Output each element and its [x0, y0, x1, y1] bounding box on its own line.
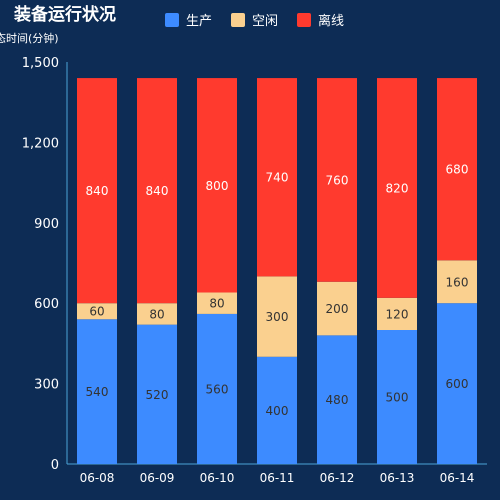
chart-title: 装备运行状况	[13, 4, 116, 25]
bar-segment	[317, 335, 357, 464]
bar-segment	[197, 313, 237, 464]
bar-segment	[377, 330, 417, 464]
bar-data-label: 800	[206, 179, 229, 193]
bar-data-label: 840	[86, 184, 109, 198]
bar-segment	[317, 78, 357, 282]
bar-segment	[137, 324, 177, 464]
bar-segment	[257, 276, 297, 357]
bars: 540 60 840 520 80 840 560 80 800 400 300 740 480 200 7…	[77, 78, 477, 464]
bar-data-label: 820	[386, 181, 409, 195]
bar-data-label: 160	[446, 275, 469, 289]
bar-segment	[137, 303, 177, 325]
y-tick-label: 600	[34, 297, 59, 312]
bar-segment	[197, 78, 237, 293]
bar-segment	[137, 78, 177, 304]
x-tick-label: 06-11	[260, 471, 295, 485]
bar-segment	[377, 297, 417, 330]
bar-data-label: 120	[386, 307, 409, 321]
x-tick-label: 06-14	[440, 471, 475, 485]
bar-data-label: 520	[146, 388, 169, 402]
y-axis-title: 状态时间(分钟)	[0, 31, 59, 45]
y-tick-label: 300	[34, 378, 59, 393]
legend-swatch	[165, 13, 179, 27]
legend-label[interactable]: 空闲	[252, 14, 278, 29]
x-tick-label: 06-13	[380, 471, 415, 485]
bar-data-label: 540	[86, 385, 109, 399]
bar-segment	[377, 78, 417, 298]
bar-segment	[77, 78, 117, 304]
bar-data-label: 560	[206, 382, 229, 396]
bar-data-label: 400	[266, 404, 289, 418]
bar-segment	[437, 303, 477, 464]
bar-data-label: 600	[446, 377, 469, 391]
legend-label[interactable]: 生产	[186, 14, 212, 29]
y-tick-labels: 0 300 600 900 1,200 1,500	[22, 56, 59, 473]
legend: 生产 空闲 离线	[165, 13, 344, 29]
legend-swatch	[231, 13, 245, 27]
bar-data-label: 80	[149, 307, 164, 321]
bar-segment	[437, 78, 477, 261]
y-tick-label: 0	[51, 458, 59, 473]
x-tick-label: 06-08	[80, 471, 115, 485]
bar-data-label: 740	[266, 171, 289, 185]
bar-data-label: 200	[326, 302, 349, 316]
x-tick-label: 06-10	[200, 471, 235, 485]
bar-segment	[77, 303, 117, 320]
bar-data-label: 840	[146, 184, 169, 198]
x-tick-labels: 06-08 06-09 06-10 06-11 06-12 06-13 06-14	[80, 471, 475, 485]
bar-data-label: 760	[326, 173, 349, 187]
x-tick-label: 06-12	[320, 471, 355, 485]
bar-data-label: 500	[386, 391, 409, 405]
y-tick-label: 900	[34, 217, 59, 232]
y-tick-label: 1,200	[22, 136, 59, 151]
bar-segment	[77, 319, 117, 464]
bar-data-label: 60	[89, 305, 104, 319]
y-tick-label: 1,500	[22, 56, 59, 71]
x-tick-label: 06-09	[140, 471, 175, 485]
bar-data-label: 80	[209, 297, 224, 311]
legend-label[interactable]: 离线	[318, 13, 344, 29]
bar-segment	[257, 356, 297, 464]
legend-swatch	[297, 13, 311, 27]
bar-data-label: 680	[446, 163, 469, 177]
bar-segment	[437, 260, 477, 304]
bar-data-label: 300	[266, 310, 289, 324]
bar-segment	[197, 292, 237, 314]
bar-data-label: 480	[326, 393, 349, 407]
bar-segment	[317, 281, 357, 336]
bar-segment	[257, 78, 297, 277]
